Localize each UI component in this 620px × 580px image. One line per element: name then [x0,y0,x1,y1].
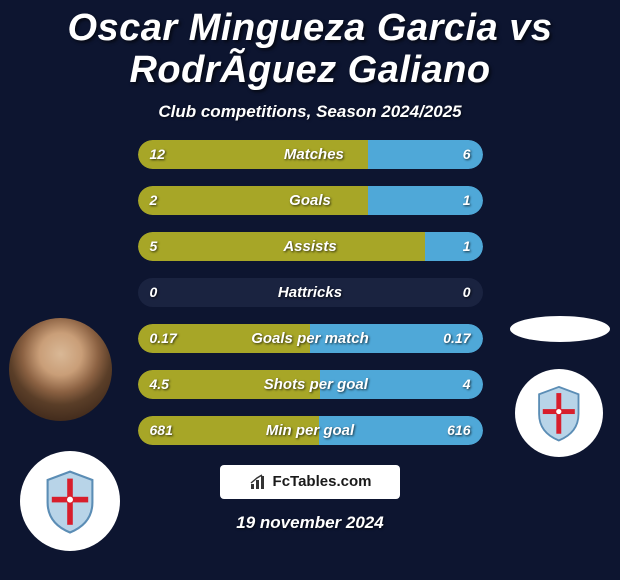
stat-label: Matches [165,146,463,163]
stat-value-right: 6 [463,146,483,162]
stat-row: 0.17Goals per match0.17 [138,324,483,353]
stat-row: 2Goals1 [138,186,483,215]
page-title: Oscar Mingueza Garcia vs RodrÃ­guez Gali… [0,0,620,92]
stat-value-right: 4 [463,376,483,392]
stat-value-left: 12 [138,146,166,162]
player-left-crest [20,451,120,551]
stat-value-right: 616 [447,422,482,438]
stat-value-left: 681 [138,422,173,438]
stat-value-left: 2 [138,192,158,208]
stat-value-right: 1 [463,238,483,254]
brand-icon [249,473,267,491]
stat-row: 5Assists1 [138,232,483,261]
stat-label: Goals [157,192,462,209]
stat-row: 12Matches6 [138,140,483,169]
player-left-photo [9,318,112,421]
stat-label: Goals per match [177,330,444,347]
brand-text: FcTables.com [273,473,372,490]
stat-row: 4.5Shots per goal4 [138,370,483,399]
stat-row: 0Hattricks0 [138,278,483,307]
stat-label: Hattricks [157,284,462,301]
stat-value-left: 5 [138,238,158,254]
stat-value-right: 1 [463,192,483,208]
subtitle: Club competitions, Season 2024/2025 [0,102,620,122]
stat-value-left: 0.17 [138,330,177,346]
comparison-content: 12Matches62Goals15Assists10Hattricks00.1… [0,140,620,445]
stat-bars: 12Matches62Goals15Assists10Hattricks00.1… [138,140,483,445]
stat-value-left: 4.5 [138,376,169,392]
stat-value-left: 0 [138,284,158,300]
brand-badge: FcTables.com [220,465,400,499]
stat-row: 681Min per goal616 [138,416,483,445]
player-right-crest [515,369,603,457]
stat-value-right: 0 [463,284,483,300]
stat-label: Min per goal [173,422,447,439]
player-right-placeholder [510,316,610,342]
stat-label: Shots per goal [169,376,463,393]
stat-label: Assists [157,238,462,255]
stat-value-right: 0.17 [443,330,482,346]
